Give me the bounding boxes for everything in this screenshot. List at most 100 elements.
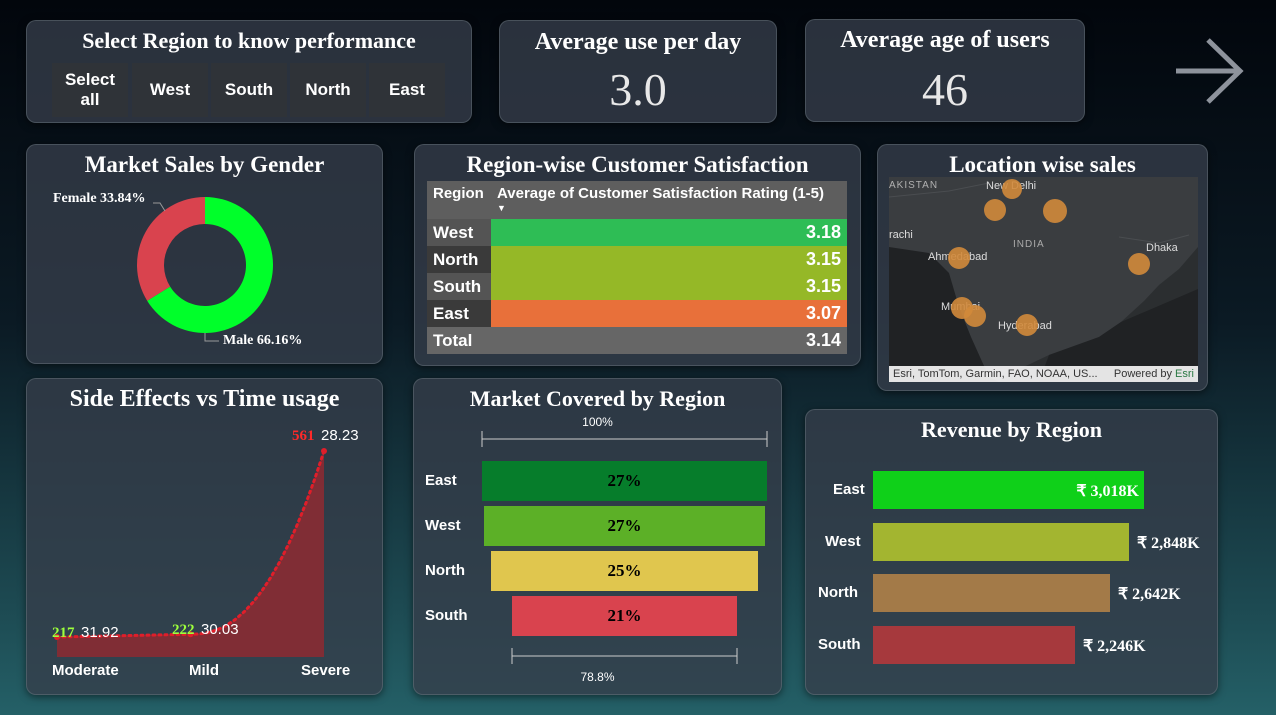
table-cell-region: South bbox=[427, 273, 491, 300]
funnel-bar-south[interactable]: 21% bbox=[512, 596, 737, 636]
kpi-average-use-title: Average use per day bbox=[534, 29, 742, 55]
table-cell-rating: 3.07 bbox=[491, 300, 847, 327]
gender-donut-chart bbox=[137, 197, 273, 342]
side-effects-area-chart: 217 31.92 Moderate 222 30.03 Mild 561 28.23 Seve… bbox=[52, 427, 359, 679]
table-cell-rating: 3.15 bbox=[491, 273, 847, 300]
map-bubble[interactable] bbox=[948, 247, 970, 269]
funnel-bottom-bracket bbox=[511, 648, 738, 664]
table-cell-region: East bbox=[427, 300, 491, 327]
female-data-label: Female 33.84% bbox=[53, 191, 146, 206]
kpi-average-use-value: 3.0 bbox=[609, 64, 667, 115]
map-bubble[interactable] bbox=[984, 199, 1006, 221]
gender-chart-title: Market Sales by Gender bbox=[84, 152, 325, 177]
x-axis-tick-label: Moderate bbox=[52, 662, 119, 679]
map-bubble[interactable] bbox=[1128, 253, 1150, 275]
slicer-north-button[interactable]: North bbox=[290, 63, 366, 117]
area-value-label: 28.23 bbox=[321, 427, 359, 444]
area-fill bbox=[57, 451, 324, 657]
esri-link[interactable]: Esri bbox=[1175, 368, 1194, 380]
column-header-rating-label: Average of Customer Satisfaction Rating … bbox=[497, 185, 825, 202]
map-label-dhaka: Dhaka bbox=[1146, 242, 1178, 254]
revenue-label-north: North bbox=[818, 584, 858, 601]
area-value-label: 30.03 bbox=[201, 621, 239, 638]
slicer-south-button[interactable]: South bbox=[211, 63, 287, 117]
funnel-bar-east[interactable]: 27% bbox=[482, 461, 767, 501]
region-slicer-title: Select Region to know performance bbox=[82, 28, 416, 53]
map-powered-by-label: Powered by bbox=[1113, 368, 1172, 380]
map-powered-by: Powered by Esri bbox=[1114, 366, 1194, 382]
female-leader-line bbox=[153, 202, 166, 212]
map-bubble[interactable] bbox=[964, 305, 986, 327]
market-covered-title: Market Covered by Region bbox=[469, 386, 726, 411]
revenue-label-south: South bbox=[818, 636, 861, 653]
slicer-select-all-button[interactable]: Select all bbox=[52, 63, 128, 117]
area-point[interactable] bbox=[321, 448, 327, 454]
gender-chart-card: Market Sales by Gender Female 33.84% Mal… bbox=[26, 144, 383, 364]
table-row: West 3.18 bbox=[427, 219, 847, 246]
column-header-region[interactable]: Region bbox=[427, 181, 491, 219]
table-cell-rating: 3.18 bbox=[491, 219, 847, 246]
table-row: North 3.15 bbox=[427, 246, 847, 273]
market-covered-card: Market Covered by Region 100% East West … bbox=[413, 378, 782, 695]
revenue-bar-north[interactable] bbox=[873, 574, 1110, 612]
table-row: East 3.07 bbox=[427, 300, 847, 327]
area-count-label: 561 bbox=[292, 428, 315, 444]
map-label-pakistan: AKISTAN bbox=[889, 180, 939, 191]
side-effects-card: Side Effects vs Time usage 217 31.92 Moder… bbox=[26, 378, 383, 695]
map-attribution-bar: Esri, TomTom, Garmin, FAO, NOAA, US... P… bbox=[889, 366, 1198, 382]
table-cell-total-value: 3.14 bbox=[491, 327, 847, 354]
next-page-button[interactable] bbox=[1170, 34, 1246, 110]
area-count-label: 217 bbox=[52, 625, 75, 641]
revenue-value-south: ₹ 2,246K bbox=[1083, 638, 1146, 655]
donut-slice-male[interactable] bbox=[147, 197, 273, 333]
revenue-value-west: ₹ 2,848K bbox=[1137, 535, 1200, 552]
revenue-bar-west[interactable] bbox=[873, 523, 1129, 561]
funnel-bar-west[interactable]: 27% bbox=[484, 506, 765, 546]
map-attribution: Esri, TomTom, Garmin, FAO, NOAA, US... bbox=[893, 368, 1098, 380]
revenue-card: Revenue by Region East West North South … bbox=[805, 409, 1218, 695]
male-leader-line bbox=[204, 333, 219, 342]
map-bubble[interactable] bbox=[1002, 179, 1022, 199]
revenue-label-west: West bbox=[825, 533, 861, 550]
x-axis-tick-label: Severe bbox=[301, 662, 350, 679]
area-value-label: 31.92 bbox=[81, 624, 119, 641]
map-basemap bbox=[889, 177, 1198, 382]
revenue-label-east: East bbox=[833, 481, 865, 498]
donut-slice-female[interactable] bbox=[137, 197, 205, 301]
funnel-top-label: 100% bbox=[582, 415, 613, 429]
revenue-value-east: ₹ 3,018K bbox=[1076, 483, 1139, 500]
table-total-row: Total 3.14 bbox=[427, 327, 847, 354]
map-bubble[interactable] bbox=[1043, 199, 1067, 223]
revenue-title: Revenue by Region bbox=[921, 417, 1102, 442]
table-cell-region: North bbox=[427, 246, 491, 273]
map-view[interactable]: AKISTAN New Delhi rachi INDIA Ahmedabad … bbox=[889, 177, 1198, 382]
table-cell-region: West bbox=[427, 219, 491, 246]
satisfaction-table: Region Average of Customer Satisfaction … bbox=[427, 181, 847, 354]
sort-descending-icon: ▼ bbox=[497, 203, 506, 213]
funnel-label-west: West bbox=[425, 517, 461, 534]
region-slicer-card: Select Region to know performance Select… bbox=[26, 20, 472, 123]
revenue-bar-south[interactable] bbox=[873, 626, 1075, 664]
male-data-label: Male 66.16% bbox=[223, 333, 303, 348]
slicer-east-button[interactable]: East bbox=[369, 63, 445, 117]
kpi-average-age-title: Average age of users bbox=[840, 27, 1050, 53]
table-cell-total-label: Total bbox=[427, 327, 491, 354]
satisfaction-table-card: Region-wise Customer Satisfaction Region… bbox=[414, 144, 861, 366]
area-point[interactable] bbox=[187, 631, 194, 638]
funnel-bar-north[interactable]: 25% bbox=[491, 551, 758, 591]
table-row: South 3.15 bbox=[427, 273, 847, 300]
area-point[interactable] bbox=[54, 633, 60, 640]
revenue-value-north: ₹ 2,642K bbox=[1118, 586, 1181, 603]
funnel-label-south: South bbox=[425, 607, 468, 624]
column-header-rating[interactable]: Average of Customer Satisfaction Rating … bbox=[491, 181, 847, 219]
x-axis-tick-label: Mild bbox=[189, 662, 219, 679]
area-count-label: 222 bbox=[172, 622, 195, 638]
revenue-bar-east[interactable] bbox=[873, 471, 1144, 509]
slicer-west-button[interactable]: West bbox=[132, 63, 208, 117]
kpi-average-age-value: 46 bbox=[922, 64, 968, 115]
map-bubble[interactable] bbox=[1016, 314, 1038, 336]
location-map-title: Location wise sales bbox=[949, 152, 1136, 177]
funnel-bottom-label: 78.8% bbox=[580, 670, 615, 684]
map-label-india: INDIA bbox=[1013, 239, 1045, 250]
map-label-karachi: rachi bbox=[889, 229, 913, 241]
